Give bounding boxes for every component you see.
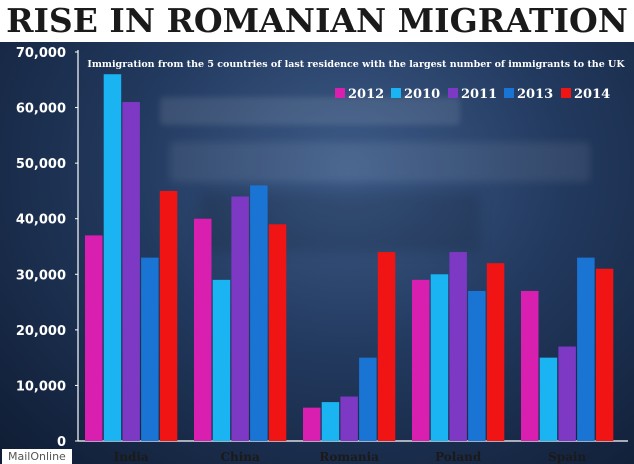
bar-romania-2013 (359, 357, 377, 441)
y-tick-labels: 0 10,000 20,000 30,000 40,000 50,000 60,000 70,… (16, 46, 78, 450)
bar-china-2013 (250, 185, 268, 441)
bar-india-2013 (141, 257, 159, 441)
bar-romania-2014 (377, 252, 396, 441)
x-tick-label: India (114, 450, 149, 464)
bar-poland-2012 (412, 279, 430, 441)
bar-india-2012 (85, 235, 103, 441)
bar-romania-2011 (340, 396, 358, 441)
bar-india-2010 (103, 74, 122, 441)
y-tick-label: 0 (57, 435, 66, 450)
bar-poland-2014 (486, 263, 505, 441)
legend-swatch-2013 (504, 88, 514, 98)
y-tick-label: 30,000 (16, 268, 66, 283)
legend-swatch-2014 (561, 88, 571, 98)
bar-spain-2012 (521, 290, 539, 441)
bar-china-2011 (231, 196, 249, 441)
bar-poland-2010 (430, 274, 449, 441)
background-photo-detail (170, 142, 590, 182)
legend-label-2010: 2010 (404, 87, 440, 102)
chart-title: RISE IN ROMANIAN MIGRATION (0, 0, 634, 42)
bar-spain-2010 (539, 357, 558, 441)
legend-label-2011: 2011 (461, 87, 497, 102)
legend-swatch-2010 (391, 88, 401, 98)
bar-romania-2010 (321, 402, 340, 441)
bar-spain-2014 (595, 268, 614, 441)
background-photo-detail (160, 97, 460, 125)
legend-swatch-2011 (448, 88, 458, 98)
bar-poland-2011 (449, 252, 467, 441)
bar-spain-2011 (558, 346, 576, 441)
bar-india-2011 (122, 102, 140, 441)
y-tick-label: 70,000 (16, 46, 66, 61)
x-tick-label: Poland (435, 450, 482, 464)
bar-china-2012 (194, 218, 212, 441)
bar-romania-2012 (303, 407, 321, 441)
source-credit: MailOnline (2, 449, 72, 464)
bar-china-2010 (212, 279, 231, 441)
y-tick-label: 10,000 (16, 379, 66, 394)
legend-label-2012: 2012 (348, 87, 384, 102)
legend-label-2014: 2014 (574, 87, 610, 102)
y-tick-label: 40,000 (16, 213, 66, 228)
legend: 2012 2010 2011 2013 2014 (335, 87, 610, 102)
x-tick-label: Spain (548, 450, 586, 464)
bars (85, 74, 614, 441)
x-tick-label: China (220, 450, 260, 464)
y-tick-label: 50,000 (16, 157, 66, 172)
bar-poland-2013 (468, 290, 486, 441)
bar-india-2014 (159, 190, 178, 441)
bar-spain-2013 (577, 257, 595, 441)
x-tick-label: Romania (319, 450, 379, 464)
y-tick-label: 60,000 (16, 102, 66, 117)
chart-subtitle: Immigration from the 5 countries of last… (87, 59, 625, 70)
legend-swatch-2012 (335, 88, 345, 98)
legend-label-2013: 2013 (517, 87, 553, 102)
y-tick-label: 20,000 (16, 324, 66, 339)
bar-china-2014 (268, 224, 287, 441)
x-tick-labels: India China Romania Poland Spain (114, 450, 587, 464)
